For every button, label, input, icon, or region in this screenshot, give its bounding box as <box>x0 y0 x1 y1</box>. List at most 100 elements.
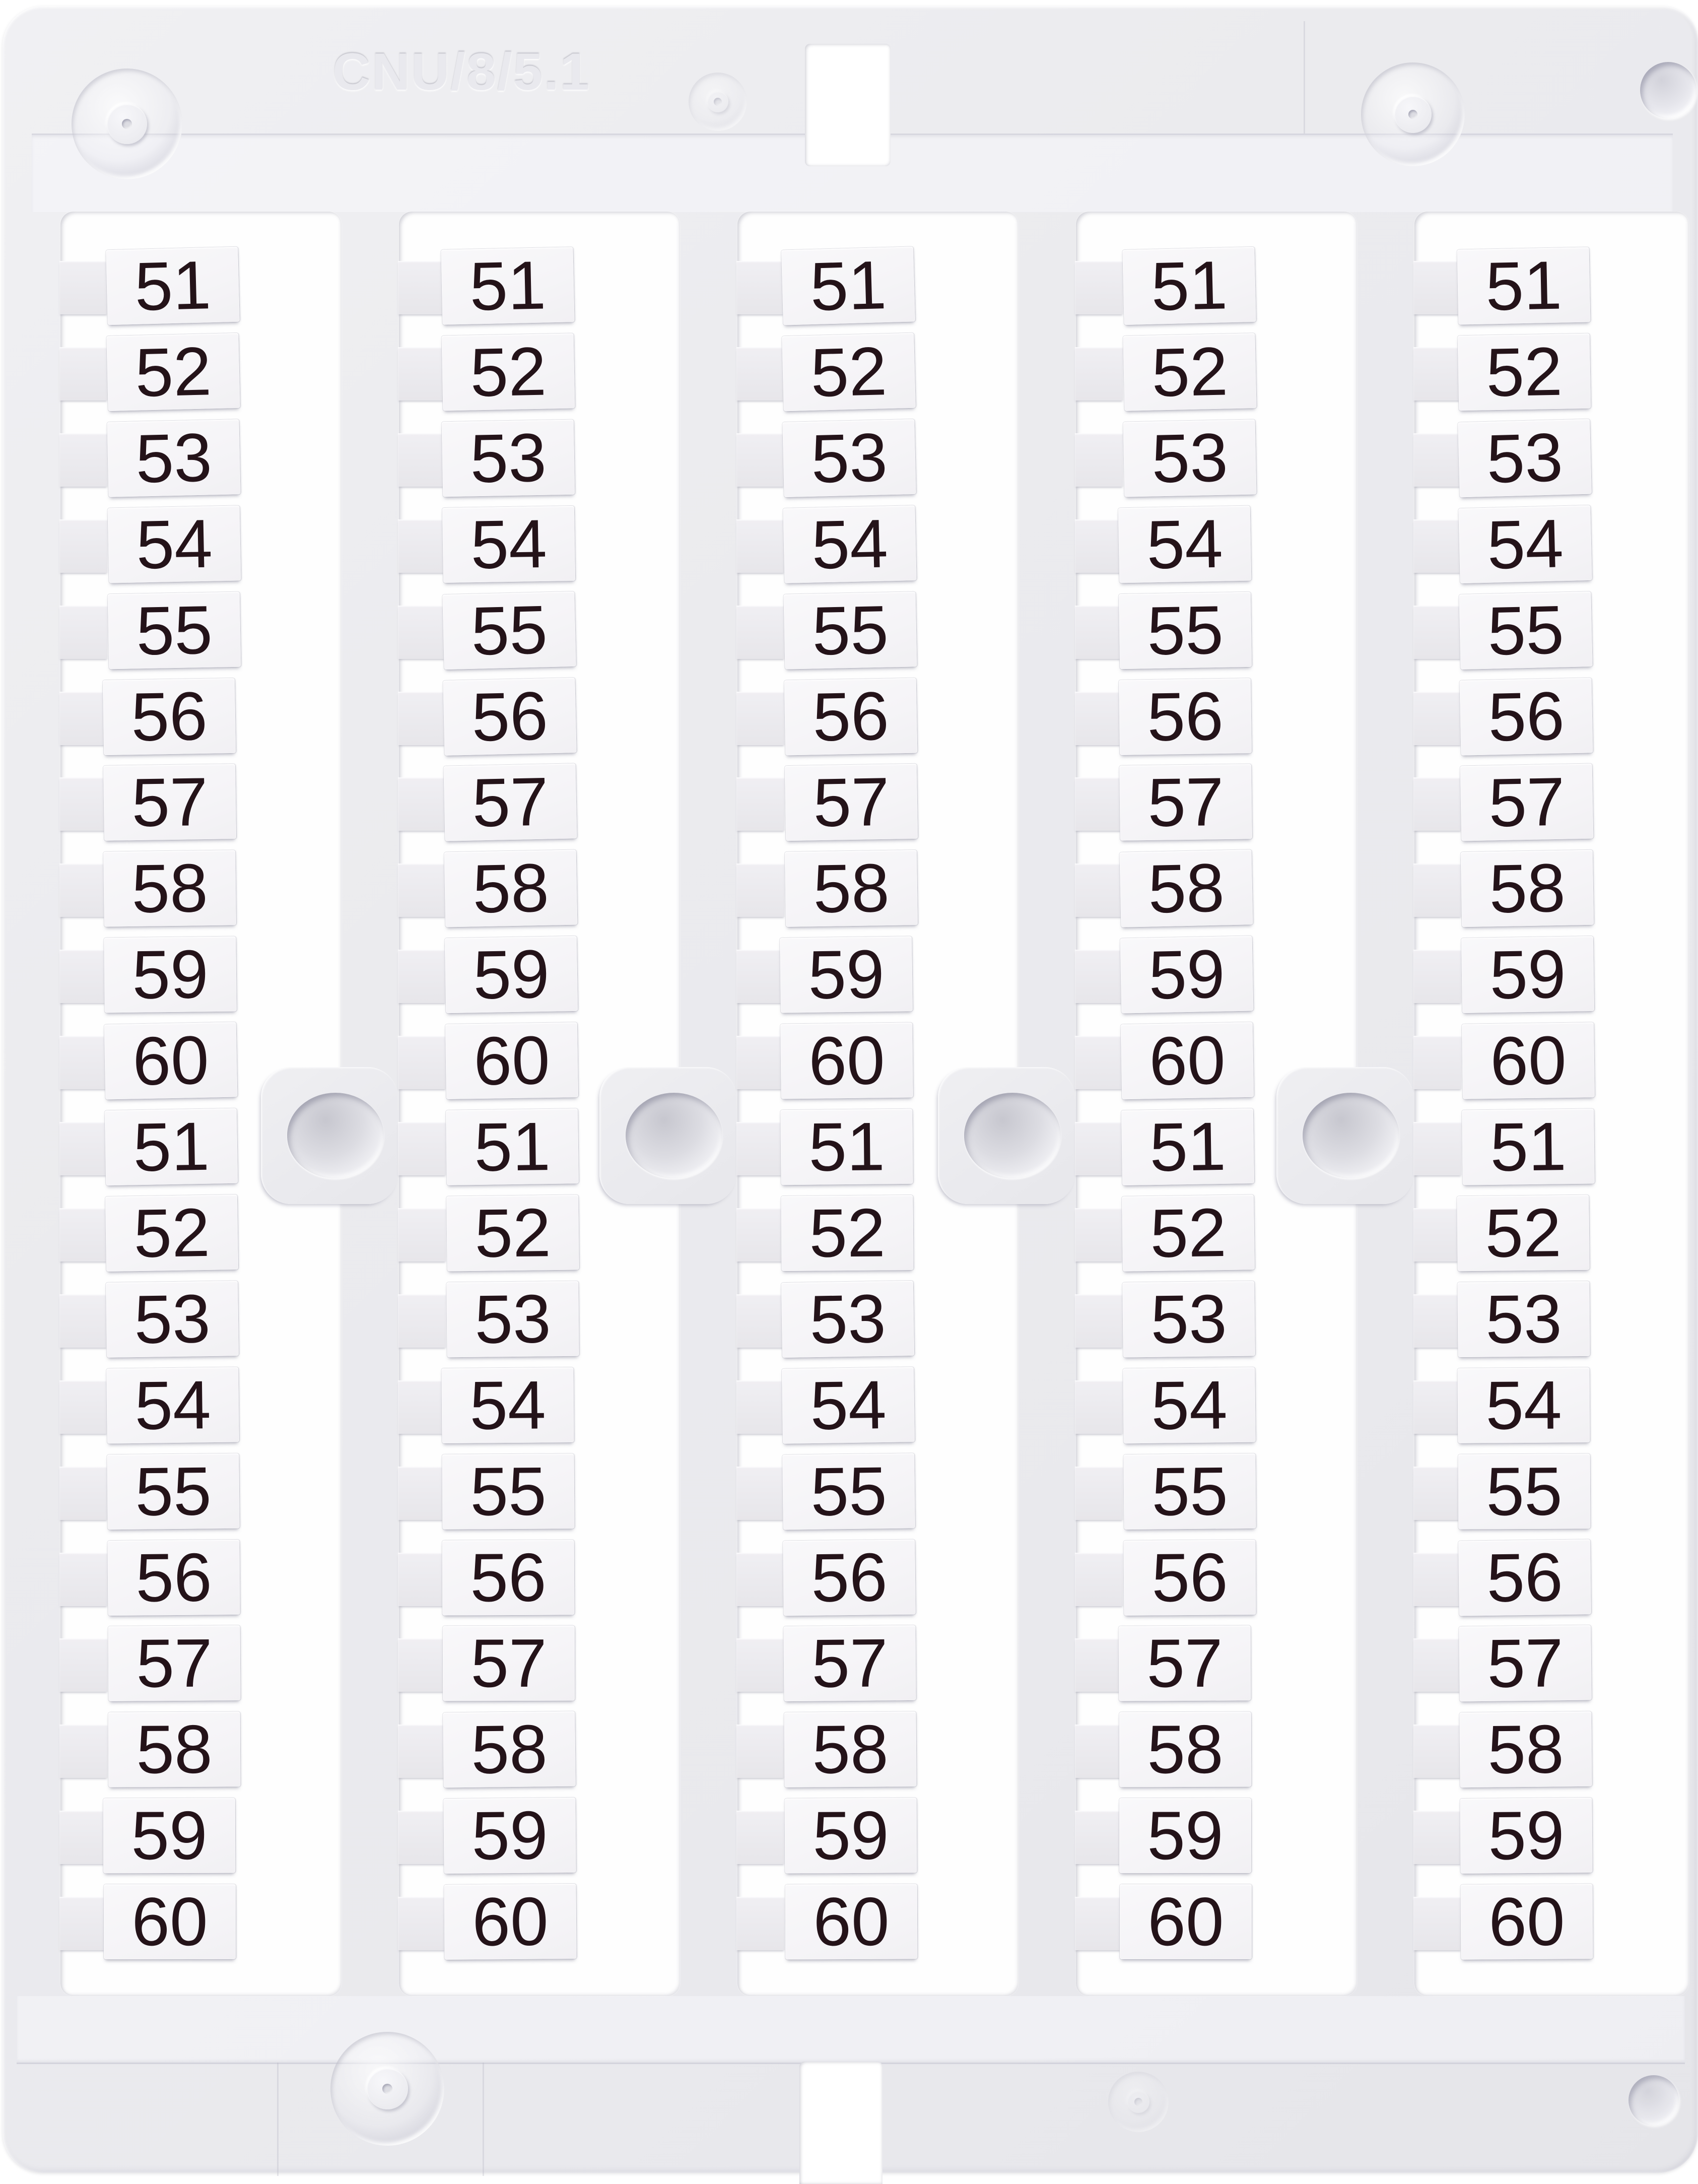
attachment-tooth <box>398 1036 446 1090</box>
mounting-hole <box>287 1093 384 1178</box>
mounting-hole <box>626 1093 722 1178</box>
marker-tag: 59 <box>784 1797 917 1874</box>
attachment-tooth <box>1413 1638 1462 1692</box>
attachment-tooth <box>1075 605 1123 659</box>
attachment-tooth <box>736 605 785 659</box>
marker-tag-number: 55 <box>470 590 549 670</box>
attachment-tooth <box>1075 1208 1123 1262</box>
marker-tag: 52 <box>446 1194 579 1272</box>
marker-tag: 52 <box>105 1194 239 1272</box>
marker-tag-number: 57 <box>1486 1624 1564 1702</box>
attachment-tooth <box>398 1552 446 1606</box>
attachment-tooth <box>59 864 108 917</box>
marker-tag: 51 <box>780 1108 914 1185</box>
top-notch <box>805 44 891 166</box>
attachment-tooth <box>398 777 446 831</box>
marker-tag: 60 <box>445 1022 578 1099</box>
marker-tag-number: 54 <box>470 505 548 583</box>
marker-tag-number: 51 <box>1489 1108 1567 1185</box>
marker-tag: 53 <box>442 419 575 497</box>
marker-tag: 53 <box>1457 1280 1590 1358</box>
marker-tag: 55 <box>106 1452 240 1530</box>
attachment-tooth <box>736 1897 785 1951</box>
attachment-tooth <box>1413 1122 1462 1175</box>
attachment-tooth <box>1413 1897 1462 1951</box>
attachment-tooth <box>398 519 446 573</box>
marker-tag-number: 56 <box>1151 1538 1229 1616</box>
marker-tag: 59 <box>103 1797 235 1874</box>
marker-tag: 56 <box>1459 677 1593 756</box>
marker-tag: 57 <box>1460 763 1594 841</box>
attachment-tooth <box>1413 519 1462 573</box>
marker-tag-number: 58 <box>1147 849 1226 928</box>
marker-tag: 54 <box>1122 1366 1256 1443</box>
marker-tag-number: 57 <box>811 1624 889 1702</box>
attachment-tooth <box>398 605 446 659</box>
marker-tag: 58 <box>1460 849 1594 928</box>
marker-tag-number: 52 <box>134 333 213 411</box>
marker-tag: 54 <box>1118 505 1251 583</box>
marker-tag-number: 58 <box>470 1710 548 1789</box>
marker-tag-number: 55 <box>1146 591 1224 669</box>
marker-tag: 56 <box>443 677 577 756</box>
marker-tag-number: 53 <box>1485 1280 1562 1358</box>
marker-tag: 51 <box>1122 246 1256 325</box>
marker-tag: 53 <box>1122 1280 1255 1358</box>
attachment-tooth <box>59 691 108 745</box>
marker-tag-number: 52 <box>809 332 888 411</box>
attachment-tooth <box>736 433 785 487</box>
marker-tag: 53 <box>1123 419 1257 497</box>
marker-tag-number: 56 <box>1146 677 1225 755</box>
marker-tag-number: 60 <box>807 1022 885 1099</box>
marker-tag-number: 59 <box>1147 935 1226 1014</box>
attachment-tooth <box>59 1897 108 1951</box>
attachment-tooth <box>59 1208 108 1262</box>
attachment-tooth <box>59 605 108 659</box>
mold-mark-ring <box>689 73 747 131</box>
marker-tag-number: 58 <box>131 849 209 928</box>
marker-tag-number: 59 <box>130 1797 208 1874</box>
marker-tag-number: 58 <box>1146 1711 1224 1788</box>
marker-tag: 59 <box>1460 1797 1593 1874</box>
mold-mark-ring <box>72 69 182 179</box>
attachment-tooth <box>736 691 785 745</box>
attachment-tooth <box>398 691 446 745</box>
marker-tag: 55 <box>442 1452 574 1530</box>
marker-tag: 54 <box>442 505 576 583</box>
attachment-tooth <box>736 1122 785 1175</box>
marker-tag: 55 <box>1458 1452 1591 1530</box>
attachment-tooth <box>398 433 446 487</box>
marker-tag-number: 56 <box>810 1538 888 1616</box>
marker-tag-number: 51 <box>468 246 547 325</box>
attachment-tooth <box>59 1380 108 1434</box>
marker-tag: 58 <box>1119 849 1253 928</box>
marker-tag-number: 54 <box>1485 1366 1563 1444</box>
marker-tag-number: 52 <box>473 1194 552 1272</box>
marker-tag: 51 <box>1121 1107 1255 1186</box>
marker-tag: 51 <box>105 246 240 325</box>
marker-tag-number: 60 <box>472 1021 551 1100</box>
attachment-tooth <box>736 1294 785 1348</box>
marker-tag-number: 52 <box>1149 1194 1227 1272</box>
attachment-tooth <box>736 261 785 314</box>
mold-line <box>1304 21 1305 134</box>
attachment-tooth <box>1075 261 1123 314</box>
marker-tag-number: 56 <box>135 1538 212 1616</box>
marker-tag: 52 <box>1122 333 1257 411</box>
attachment-tooth <box>1413 950 1462 1004</box>
marker-tag: 52 <box>1456 1194 1590 1272</box>
attachment-tooth <box>398 864 446 917</box>
marker-tag-number: 51 <box>1149 1107 1227 1186</box>
marker-tag: 60 <box>780 1022 913 1099</box>
marker-tag: 58 <box>1119 1711 1251 1788</box>
attachment-tooth <box>1075 519 1123 573</box>
marker-tag: 53 <box>782 419 916 497</box>
marker-tag-number: 60 <box>1148 1021 1226 1100</box>
attachment-tooth <box>398 1380 446 1434</box>
bottom-recess-strip <box>17 1996 1685 2064</box>
marker-tag-number: 55 <box>811 591 889 670</box>
attachment-tooth <box>1075 1897 1123 1951</box>
attachment-tooth <box>1413 433 1462 487</box>
marker-tag: 51 <box>781 246 916 325</box>
